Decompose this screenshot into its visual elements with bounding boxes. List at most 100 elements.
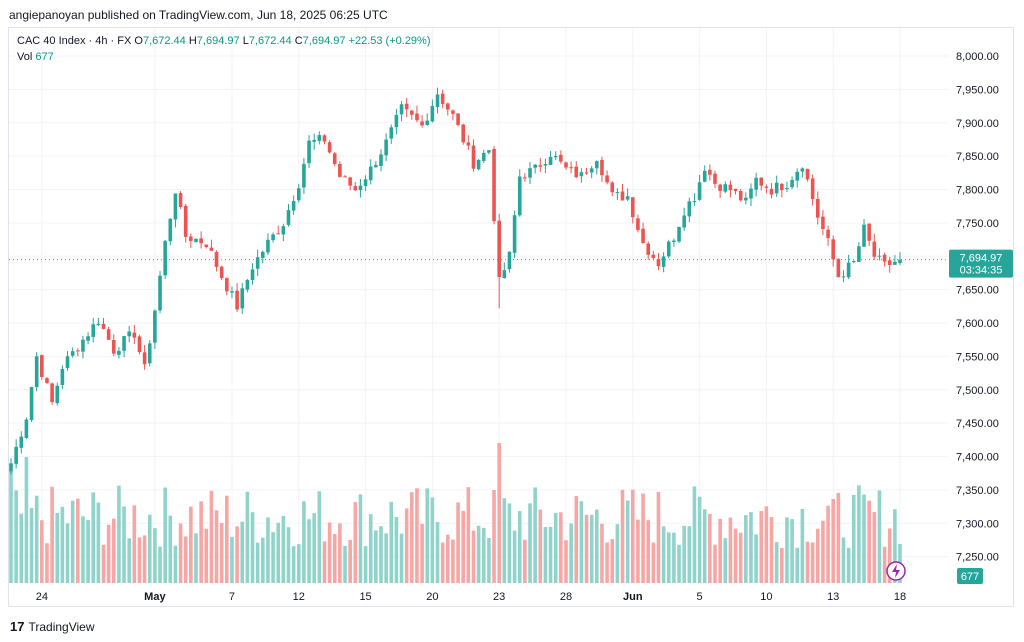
candle-body	[466, 142, 471, 146]
candle-body	[728, 184, 733, 191]
volume-bar	[774, 542, 779, 583]
candle-body	[389, 127, 394, 139]
candle-body	[548, 156, 553, 165]
volume-bar	[219, 523, 224, 583]
volume-bar	[862, 494, 866, 583]
volume-bar	[291, 546, 296, 583]
volume-bar	[374, 530, 378, 583]
lightning-bolt-icon	[892, 564, 900, 578]
volume-badge	[957, 568, 983, 584]
volume-bar	[677, 544, 681, 583]
candle-body	[245, 279, 250, 290]
price-badge	[949, 249, 1013, 278]
candle-body	[363, 179, 368, 186]
candle-body	[420, 121, 424, 126]
footer-logo[interactable]: 17 TradingView	[10, 619, 95, 634]
volume-bar	[517, 511, 522, 583]
volume-bar	[471, 530, 476, 583]
candle-body	[250, 269, 255, 280]
volume-bar	[363, 546, 368, 583]
candle-body	[81, 339, 85, 352]
candle-body	[867, 223, 871, 241]
candle-body	[327, 142, 332, 153]
volume-bar	[497, 443, 501, 583]
candle-body	[461, 124, 466, 143]
volume-bar	[353, 502, 358, 583]
candle-body	[471, 145, 476, 169]
volume-bar	[579, 501, 584, 583]
volume-bar	[40, 520, 44, 583]
volume-bar	[394, 516, 399, 583]
volume-bar	[476, 525, 481, 583]
x-tick-label: 28	[560, 591, 572, 603]
candle-body	[415, 113, 419, 121]
x-tick-label: Jun	[623, 591, 643, 603]
legend-high-value: 7,694.97	[196, 35, 240, 47]
volume-bar	[841, 537, 846, 583]
price-badge-value: 7,694.97	[960, 253, 1003, 265]
volume-bar	[399, 533, 404, 583]
candle-body	[101, 323, 106, 329]
candle-body	[692, 201, 697, 203]
candle-body	[204, 244, 209, 248]
candle-body	[50, 383, 54, 403]
volume-bar	[610, 539, 615, 583]
candle-body	[872, 241, 877, 257]
candle-body	[307, 140, 311, 164]
candle-body	[651, 254, 656, 258]
candle-body	[271, 234, 275, 241]
legend-low-label: L	[242, 35, 249, 47]
candle-body	[841, 276, 846, 278]
volume-bar	[682, 525, 686, 583]
volume-bar	[728, 517, 733, 583]
volume-bar	[34, 495, 39, 583]
candle-body	[76, 350, 80, 352]
volume-bar	[137, 537, 142, 583]
volume-bar	[738, 532, 743, 583]
candle-body	[646, 243, 651, 255]
volume-bar	[492, 490, 496, 583]
volume-bar	[317, 491, 322, 583]
candle-body	[399, 104, 404, 115]
legend-vol-value: 677	[35, 51, 54, 63]
chart-frame[interactable]	[8, 27, 1014, 607]
candle-body	[14, 446, 18, 464]
candle-body	[656, 259, 661, 267]
candle-body	[332, 153, 337, 164]
candle-body	[60, 368, 65, 385]
candle-body	[353, 186, 358, 191]
candle-body	[769, 188, 774, 195]
x-tick-label: 20	[426, 591, 438, 603]
candle-body	[168, 218, 173, 242]
volume-bar	[153, 528, 157, 583]
volume-bar	[528, 503, 532, 583]
candle-body	[559, 154, 563, 162]
candle-body	[836, 258, 841, 278]
volume-bar	[9, 471, 13, 583]
volume-bar	[661, 526, 666, 583]
volume-bar	[338, 523, 342, 583]
volume-bar	[656, 492, 661, 583]
volume-bar	[24, 457, 29, 583]
volume-bar	[692, 486, 697, 583]
candle-body	[425, 120, 430, 125]
volume-bar	[754, 534, 758, 583]
candle-body	[682, 215, 686, 228]
volume-bar	[199, 501, 203, 583]
y-tick-label: 7,800.00	[956, 185, 999, 197]
candle-body	[117, 350, 121, 355]
candle-body	[194, 238, 198, 243]
candle-body	[636, 218, 640, 230]
candle-body	[384, 139, 388, 156]
candle-body	[517, 176, 522, 216]
volume-bar	[795, 547, 800, 583]
candle-body	[368, 166, 373, 181]
volume-bar	[759, 511, 764, 583]
volume-bar	[60, 506, 65, 583]
candle-body	[625, 196, 630, 200]
volume-bar	[76, 498, 80, 583]
volume-bar	[430, 497, 435, 583]
candle-body	[173, 193, 178, 220]
candle-body	[887, 260, 892, 266]
